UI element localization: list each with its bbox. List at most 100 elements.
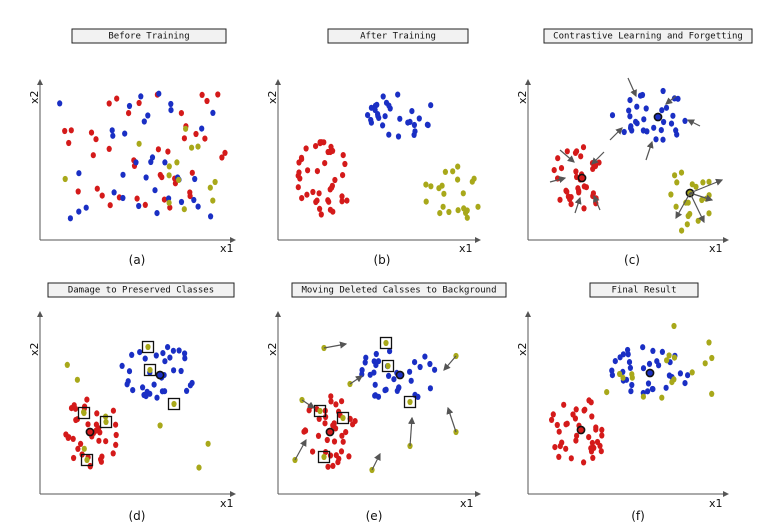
- point-olive: [668, 191, 674, 198]
- point-red: [324, 436, 330, 444]
- point-blue: [397, 115, 403, 122]
- arrow-move: [301, 399, 315, 409]
- point-blue: [626, 107, 632, 114]
- cluster-center-blue: [155, 370, 165, 380]
- point-olive: [674, 179, 680, 186]
- point-red: [78, 440, 84, 447]
- point-blue: [126, 102, 133, 110]
- point-red: [581, 407, 587, 414]
- point-red: [187, 193, 193, 200]
- point-red: [113, 441, 119, 448]
- point-olive: [620, 374, 626, 381]
- arrow-move: [407, 416, 416, 447]
- point-red: [189, 169, 195, 176]
- arrow-contract: [686, 119, 701, 127]
- point-red: [340, 172, 346, 179]
- point-blue: [659, 107, 665, 114]
- arrow-move: [349, 375, 363, 385]
- point-red: [350, 421, 356, 428]
- point-red: [99, 192, 105, 199]
- point-blue: [372, 106, 378, 114]
- point-blue: [663, 104, 670, 111]
- moved-point-box-point: [321, 453, 327, 461]
- point-olive: [64, 361, 70, 368]
- point-red: [555, 155, 561, 162]
- point-red: [554, 421, 560, 429]
- point-blue: [192, 175, 198, 183]
- point-red: [142, 201, 148, 208]
- point-olive: [176, 176, 182, 183]
- cluster-center-blue: [645, 368, 655, 378]
- point-olive: [196, 464, 202, 471]
- point-blue: [189, 379, 195, 387]
- point-blue: [76, 170, 82, 177]
- point-red: [340, 152, 346, 159]
- point-blue: [171, 367, 177, 374]
- point-olive: [629, 371, 635, 378]
- point-red: [574, 148, 580, 155]
- point-blue: [153, 352, 159, 359]
- damaged-point-box: [80, 453, 94, 467]
- point-red: [591, 444, 597, 451]
- point-red: [161, 196, 167, 203]
- damaged-point-box-point: [103, 418, 109, 426]
- panel-b: After Training x1 x2 (b): [266, 28, 481, 267]
- point-red: [550, 411, 556, 418]
- point-blue: [122, 130, 128, 137]
- point-red: [338, 448, 345, 455]
- point-red: [590, 454, 596, 461]
- point-blue: [682, 117, 688, 124]
- point-red: [599, 432, 605, 439]
- point-red: [565, 193, 572, 200]
- panel-c-xlabel: x1: [709, 242, 723, 255]
- damaged-point-box-point: [147, 366, 153, 374]
- point-blue: [130, 387, 136, 394]
- point-blue: [612, 358, 618, 365]
- point-blue: [145, 112, 151, 119]
- point-blue: [178, 198, 185, 206]
- panel-f-xlabel: x1: [709, 497, 723, 510]
- point-red: [586, 434, 592, 441]
- point-red: [88, 129, 95, 136]
- point-blue: [159, 388, 165, 395]
- point-blue: [415, 393, 421, 400]
- arrow-move: [323, 341, 348, 349]
- point-red: [316, 190, 322, 197]
- point-red: [94, 410, 100, 417]
- damaged-point-box: [141, 340, 155, 354]
- point-blue: [682, 380, 688, 387]
- point-blue: [374, 101, 380, 108]
- point-red: [346, 453, 352, 460]
- point-red: [306, 407, 312, 414]
- point-blue: [141, 391, 147, 399]
- point-olive: [195, 143, 201, 150]
- point-blue: [120, 171, 126, 178]
- point-blue: [362, 359, 368, 366]
- point-red: [328, 143, 334, 150]
- panel-e-points: [292, 336, 459, 474]
- panel-d-title: Damage to Preserved Classes: [68, 286, 214, 296]
- point-blue: [627, 113, 633, 120]
- arrow-forget: [689, 178, 724, 194]
- point-red: [549, 416, 555, 423]
- point-olive: [475, 203, 481, 210]
- damaged-point-box-point: [84, 456, 90, 464]
- point-blue: [660, 136, 666, 143]
- point-olive: [437, 210, 443, 217]
- point-red: [598, 448, 604, 455]
- point-blue: [409, 108, 415, 115]
- point-red: [299, 195, 305, 202]
- point-blue: [110, 132, 116, 139]
- cluster-center-blue: [653, 112, 663, 122]
- point-red: [98, 458, 104, 465]
- moved-point-box: [336, 411, 350, 425]
- point-blue: [416, 115, 422, 122]
- panel-d: Damage to Preserved Classes x1 x2 (d): [28, 282, 236, 523]
- arrow-contract: [645, 140, 654, 161]
- point-red: [333, 452, 339, 459]
- point-blue: [176, 347, 182, 354]
- cluster-center-red: [325, 427, 335, 437]
- moved-point-box-point: [317, 407, 323, 415]
- point-red: [295, 184, 301, 191]
- point-olive: [183, 125, 189, 132]
